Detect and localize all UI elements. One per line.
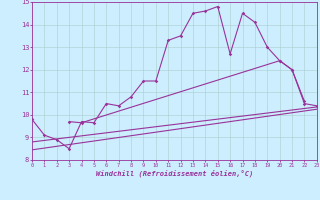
- X-axis label: Windchill (Refroidissement éolien,°C): Windchill (Refroidissement éolien,°C): [96, 170, 253, 177]
